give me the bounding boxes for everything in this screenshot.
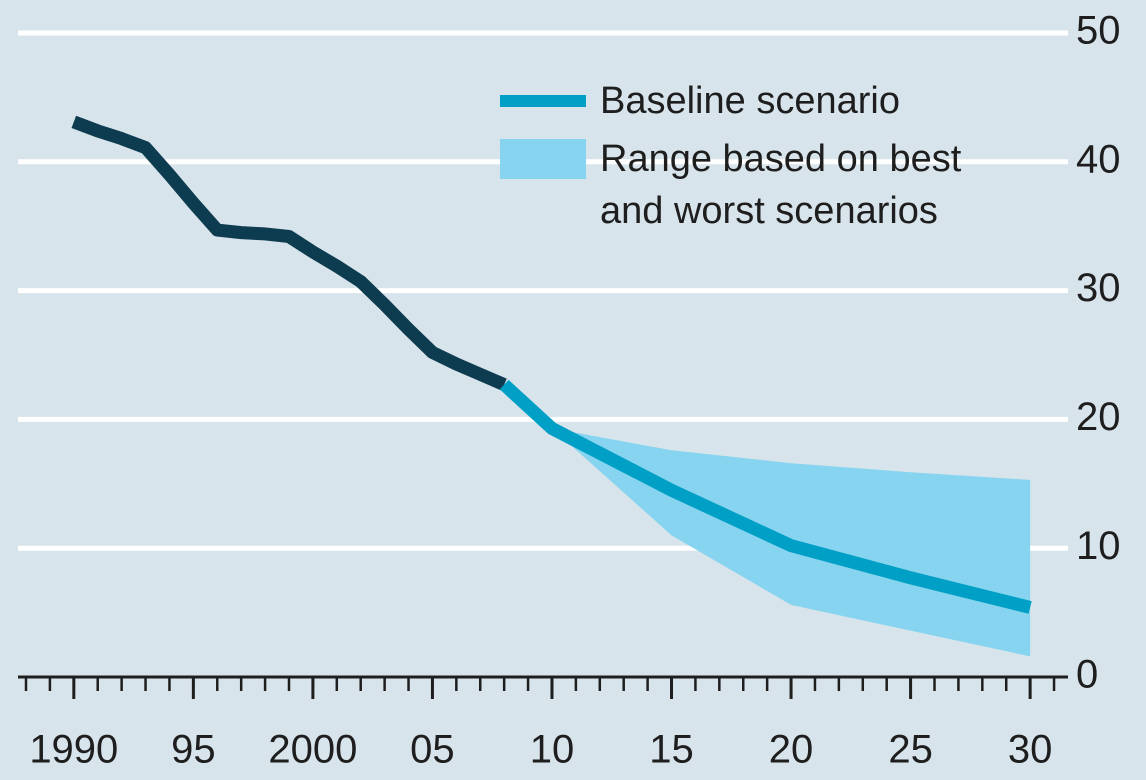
- x-tick-label: 30: [1008, 728, 1053, 772]
- y-tick-label: 10: [1076, 524, 1121, 568]
- legend-key: [500, 139, 586, 179]
- line: [499, 379, 1032, 614]
- x-tick-label: 25: [888, 728, 933, 772]
- y-tick-label: 50: [1076, 9, 1121, 53]
- legend-key: [500, 95, 586, 107]
- y-tick-label: 30: [1076, 266, 1121, 310]
- legend-label: Baseline scenario: [600, 80, 900, 122]
- x-tick-label: 20: [769, 728, 814, 772]
- y-tick-label: 40: [1076, 137, 1121, 181]
- legend-item: Baseline scenario: [500, 75, 1020, 127]
- x-tick-label: 05: [410, 728, 455, 772]
- x-tick-label: 15: [649, 728, 694, 772]
- x-tick-label: 1990: [29, 728, 118, 772]
- legend: Baseline scenario Range based on best an…: [500, 75, 1020, 243]
- legend-item: Range based on best and worst scenarios: [500, 133, 1020, 237]
- line: [71, 115, 507, 391]
- x-tick-label: 10: [530, 728, 575, 772]
- x-tick-label: 2000: [268, 728, 357, 772]
- legend-label: Range based on best and worst scenarios: [600, 138, 962, 232]
- y-tick-label: 20: [1076, 395, 1121, 439]
- y-tick-label: 0: [1076, 653, 1098, 697]
- x-tick-label: 95: [171, 728, 216, 772]
